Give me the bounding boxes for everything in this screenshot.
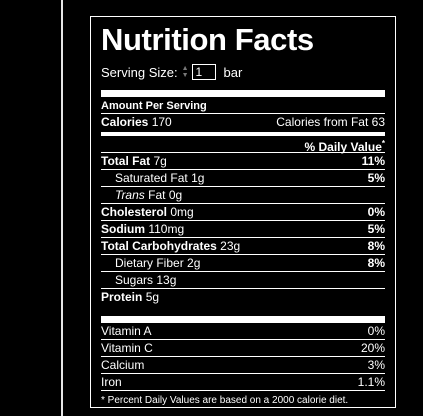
vitamin-label: Vitamin A — [101, 324, 152, 338]
daily-value-label: % Daily Value — [304, 140, 382, 154]
serving-unit: bar — [223, 64, 243, 80]
nutrient-label: Sugars — [115, 273, 154, 287]
vitamin-dv: 20% — [360, 341, 385, 355]
nutrient-label: Saturated Fat — [115, 171, 188, 185]
amount-per-serving: Amount Per Serving — [101, 100, 207, 112]
serving-spinner[interactable]: ▲ ▼ — [182, 65, 189, 79]
nutrient-amount: 13g — [156, 273, 177, 287]
trans-fat-row: Trans Fat 0g — [101, 186, 385, 203]
nutrient-amount: 7g — [153, 154, 167, 168]
vitamin-row: Calcium 3% — [101, 356, 385, 373]
nutrient-label: Sodium — [101, 222, 145, 236]
left-strip — [0, 0, 61, 416]
vitamin-dv: 3% — [367, 358, 385, 372]
spin-up-icon[interactable]: ▲ — [181, 65, 189, 72]
nutrient-dv: 5% — [367, 222, 385, 236]
serving-size-row: Serving Size: ▲ ▼ bar — [101, 61, 385, 83]
daily-value-header: % Daily Value* — [101, 136, 386, 154]
nutrient-dv: 11% — [361, 154, 385, 168]
nutrient-dv: 5% — [367, 171, 385, 185]
vitamin-label: Calcium — [101, 358, 145, 372]
nutrient-amount: 110mg — [148, 222, 185, 236]
nutrient-amount: 23g — [220, 239, 241, 253]
divider — [61, 0, 63, 416]
thick-rule — [101, 90, 385, 97]
footnote: * Percent Daily Values are based on a 20… — [101, 390, 385, 408]
nutrient-amount: 2g — [187, 256, 201, 270]
spacer — [101, 306, 385, 314]
vitamin-row: Iron 1.1% — [101, 373, 385, 390]
daily-value-asterisk: * — [381, 139, 385, 148]
nutrient-amount: 0mg — [170, 205, 194, 219]
dietary-fiber-row: Dietary Fiber 2g 8% — [101, 254, 385, 271]
thick-rule — [101, 316, 385, 323]
vitamin-dv: 1.1% — [357, 375, 385, 389]
carbohydrates-row: Total Carbohydrates 23g 8% — [101, 237, 385, 254]
sugars-row: Sugars 13g — [101, 271, 385, 288]
panel-title: Nutrition Facts — [101, 22, 314, 57]
calories-from-fat-value: 63 — [371, 115, 385, 129]
nutrient-dv: 8% — [367, 239, 385, 253]
vitamin-list: Vitamin A 0% Vitamin C 20% Calcium 3% Ir… — [101, 323, 385, 390]
vitamin-row: Vitamin C 20% — [101, 339, 385, 356]
vitamin-dv: 0% — [367, 324, 385, 338]
trans-italic-label: Trans — [115, 188, 145, 202]
spin-down-icon[interactable]: ▼ — [181, 72, 189, 79]
nutrient-amount: 1g — [191, 171, 205, 185]
nutrient-amount: 0g — [168, 188, 183, 202]
serving-size-input[interactable] — [191, 64, 216, 80]
vitamin-label: Iron — [101, 375, 122, 389]
nutrient-label: Total Carbohydrates — [101, 239, 217, 253]
sodium-row: Sodium 110mg 5% — [101, 220, 385, 237]
protein-row: Protein 5g — [101, 288, 385, 306]
cholesterol-row: Cholesterol 0mg 0% — [101, 203, 385, 220]
nutrient-dv: 8% — [367, 256, 385, 270]
nutrient-dv: 0% — [367, 205, 385, 219]
calories-from-fat-label: Calories from Fat — [276, 115, 369, 129]
nutrient-amount: 5g — [145, 290, 160, 304]
saturated-fat-row: Saturated Fat 1g 5% — [101, 169, 385, 186]
nutrient-label: Protein — [101, 290, 143, 304]
nutrition-facts-panel: Nutrition Facts Serving Size: ▲ ▼ bar Am… — [90, 16, 396, 408]
serving-size-label: Serving Size: — [101, 64, 178, 80]
calories-value: 170 — [151, 115, 172, 129]
nutrient-label: Cholesterol — [101, 205, 168, 219]
calories-label: Calories — [101, 115, 149, 129]
medium-rule — [101, 132, 385, 136]
total-fat-row: Total Fat 7g 11% — [101, 152, 385, 169]
calories-row: Calories 170 Calories from Fat 63 — [101, 113, 385, 130]
vitamin-row: Vitamin A 0% — [101, 323, 385, 339]
nutrient-label: Total Fat — [101, 154, 151, 168]
nutrient-label: Dietary Fiber — [115, 256, 184, 270]
nutrient-label: Fat — [148, 188, 166, 202]
vitamin-label: Vitamin C — [101, 341, 153, 355]
